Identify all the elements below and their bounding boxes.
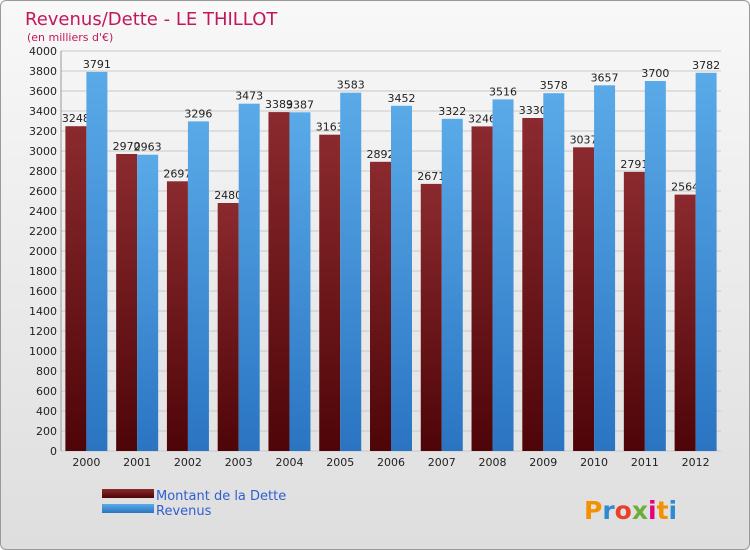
bar-dette-2002 xyxy=(166,181,188,452)
x-tick-label: 2003 xyxy=(225,456,253,469)
legend-label-dette: Montant de la Dette xyxy=(156,489,286,504)
y-tick-label: 2400 xyxy=(29,205,57,218)
y-tick-label: 0 xyxy=(50,445,57,458)
x-tick-label: 2000 xyxy=(72,456,100,469)
legend-label-revenus: Revenus xyxy=(156,504,212,519)
value-label-revenus-2009: 3578 xyxy=(540,79,568,92)
bar-revenus-2010 xyxy=(594,85,616,452)
value-label-revenus-2008: 3516 xyxy=(489,85,517,98)
y-tick-label: 600 xyxy=(36,385,57,398)
bar-dette-2003 xyxy=(217,203,239,451)
bar-revenus-2001 xyxy=(137,154,159,451)
bar-dette-2011 xyxy=(623,171,645,451)
y-tick-label: 3400 xyxy=(29,105,57,118)
bar-dette-2009 xyxy=(522,118,544,451)
value-label-dette-2007: 2671 xyxy=(417,170,445,183)
value-label-dette-2006: 2892 xyxy=(367,148,395,161)
bar-revenus-2000 xyxy=(86,71,108,452)
bar-revenus-2011 xyxy=(644,81,666,451)
x-tick-label: 2004 xyxy=(275,456,303,469)
legend-swatch-revenus xyxy=(102,504,154,513)
bar-revenus-2002 xyxy=(187,121,209,452)
y-tick-label: 400 xyxy=(36,405,57,418)
x-tick-label: 2007 xyxy=(428,456,456,469)
y-tick-label: 1200 xyxy=(29,325,57,338)
y-tick-label: 1000 xyxy=(29,345,57,358)
value-label-revenus-2007: 3322 xyxy=(438,105,466,118)
y-tick-label: 3800 xyxy=(29,65,57,78)
y-tick-label: 800 xyxy=(36,365,57,378)
value-label-revenus-2011: 3700 xyxy=(641,67,669,80)
y-tick-label: 2800 xyxy=(29,165,57,178)
value-label-revenus-2010: 3657 xyxy=(591,71,619,84)
value-label-dette-2003: 2480 xyxy=(214,189,242,202)
value-label-dette-2009: 3330 xyxy=(519,104,547,117)
bar-revenus-2007 xyxy=(441,118,463,452)
value-label-revenus-2004: 3387 xyxy=(286,98,314,111)
chart-title: Revenus/Dette - LE THILLOT xyxy=(25,9,278,30)
y-tick-label: 4000 xyxy=(29,45,57,58)
bar-dette-2001 xyxy=(116,154,138,451)
legend-swatch-dette xyxy=(102,489,154,498)
bar-revenus-2009 xyxy=(543,93,565,451)
value-label-revenus-2002: 3296 xyxy=(184,107,212,120)
y-tick-label: 1800 xyxy=(29,265,57,278)
x-axis-ticks: 2000 2001 2002 2003 2004 2005 2006 2007 2008 2009… xyxy=(72,456,709,469)
x-tick-label: 2008 xyxy=(479,456,507,469)
y-tick-label: 1600 xyxy=(29,285,57,298)
value-label-dette-2004: 3389 xyxy=(265,98,293,111)
bar-revenus-2012 xyxy=(695,72,717,452)
value-label-dette-2005: 3163 xyxy=(316,121,344,134)
proxiti-logo: Proxiti xyxy=(584,496,677,525)
x-tick-label: 2012 xyxy=(682,456,710,469)
y-tick-label: 2600 xyxy=(29,185,57,198)
value-label-revenus-2003: 3473 xyxy=(235,90,263,103)
x-tick-label: 2001 xyxy=(123,456,151,469)
legend: Montant de la Dette Revenus xyxy=(102,489,286,519)
value-label-dette-2012: 2564 xyxy=(671,181,699,194)
x-tick-label: 2009 xyxy=(529,456,557,469)
y-tick-label: 1400 xyxy=(29,305,57,318)
bar-revenus-2008 xyxy=(492,99,514,452)
y-tick-label: 2200 xyxy=(29,225,57,238)
y-axis-ticks: 0 200 400 600 800 1000 1200 1400 1600 1800 2000 220… xyxy=(29,45,57,458)
x-tick-label: 2010 xyxy=(580,456,608,469)
x-tick-label: 2006 xyxy=(377,456,405,469)
value-label-dette-2011: 2791 xyxy=(620,158,648,171)
y-tick-label: 200 xyxy=(36,425,57,438)
x-tick-label: 2002 xyxy=(174,456,202,469)
y-tick-label: 3600 xyxy=(29,85,57,98)
bar-dette-2010 xyxy=(573,147,595,452)
bar-dette-2005 xyxy=(319,134,341,451)
bar-dette-2012 xyxy=(674,194,696,451)
bar-dette-2006 xyxy=(370,161,391,452)
value-label-dette-2010: 3037 xyxy=(570,133,598,146)
x-tick-label: 2005 xyxy=(326,456,354,469)
value-label-revenus-2012: 3782 xyxy=(692,59,720,72)
bar-dette-2007 xyxy=(420,183,442,451)
bar-dette-2000 xyxy=(65,126,87,451)
y-tick-label: 2000 xyxy=(29,245,57,258)
value-label-dette-2000: 3248 xyxy=(62,112,90,125)
y-tick-label: 3000 xyxy=(29,145,57,158)
value-label-dette-2008: 3246 xyxy=(468,112,496,125)
bar-revenus-2004 xyxy=(289,112,311,452)
value-label-revenus-2000: 3791 xyxy=(83,58,111,71)
value-label-dette-2002: 2697 xyxy=(163,167,191,180)
bar-revenus-2006 xyxy=(391,105,412,452)
value-label-dette-2001: 2970 xyxy=(113,140,141,153)
value-label-revenus-2006: 3452 xyxy=(388,92,416,105)
bar-dette-2008 xyxy=(471,126,493,452)
bar-revenus-2003 xyxy=(238,103,260,451)
bar-dette-2004 xyxy=(268,112,290,451)
bar-revenus-2005 xyxy=(340,92,362,451)
chart-subtitle: (en milliers d'€) xyxy=(27,31,113,44)
y-tick-label: 3200 xyxy=(29,125,57,138)
x-tick-label: 2011 xyxy=(631,456,659,469)
value-label-revenus-2001: 2963 xyxy=(134,141,162,154)
value-label-revenus-2005: 3583 xyxy=(337,79,365,92)
